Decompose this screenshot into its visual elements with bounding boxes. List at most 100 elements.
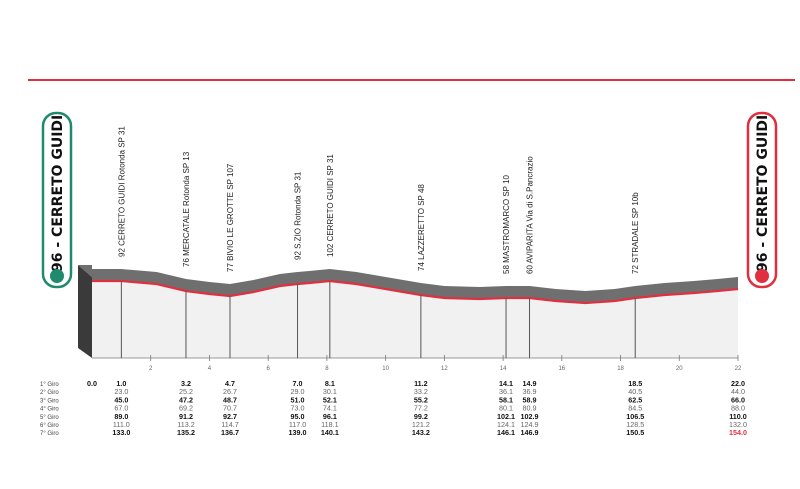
- km-scale: 2 4 6 8 10 12 14 16 18 20 22: [149, 355, 742, 372]
- lap-distance-cell: 102.1: [497, 412, 515, 421]
- lap-distance-cell: 124.1: [497, 420, 515, 429]
- lap-distance-cell: 36.9: [523, 387, 537, 396]
- km-tick-label: 2: [149, 366, 153, 372]
- lap-label: 4° Giro: [40, 407, 59, 413]
- lap-distance-cell: 102.9: [521, 412, 539, 421]
- lap-label: 3° Giro: [40, 398, 59, 404]
- profile-area: [92, 281, 738, 358]
- lap-distance-cell: 95.0: [291, 412, 305, 421]
- lap-distance-cell: 44.0: [731, 387, 745, 396]
- profile-start-wall: [78, 265, 92, 358]
- lap-distance-cell: 11.2: [414, 379, 428, 388]
- start-flag-icon: [50, 269, 64, 283]
- waypoint-label: 102 CERRETO GUIDI SP 31: [326, 154, 335, 257]
- lap-distance-cell: 80.1: [499, 404, 513, 413]
- lap-distance-cell: 3.2: [181, 379, 191, 388]
- waypoint-markers: 92 CERRETO GUIDI Rotonda SP 31 76 MERCATA…: [117, 126, 640, 358]
- waypoint-label: 60 AVIPARITA Via di S.Pancrazio: [526, 156, 535, 274]
- lap-distance-cell: 18.5: [628, 379, 642, 388]
- km-tick-label: 22: [735, 366, 742, 372]
- finish-badge-label: 96 - CERRETO GUIDI: [755, 115, 771, 272]
- lap-distance-cell: 29.0: [291, 387, 305, 396]
- lap-distance-cell: 84.5: [628, 404, 642, 413]
- route-line: [92, 279, 739, 305]
- waypoint-label: 72 STRADALE SP 10b: [631, 192, 640, 274]
- lap-distance-cell: 73.0: [291, 404, 305, 413]
- lap-distance-cell: 40.5: [628, 387, 642, 396]
- start-badge: 96 - CERRETO GUIDI: [41, 111, 73, 289]
- waypoint-label: 58 MASTROMARCO SP 10: [502, 174, 511, 274]
- lap-distance-cell: 55.2: [414, 395, 428, 404]
- profile-start-cap: [78, 265, 92, 277]
- lap-distance-cell: 52.1: [323, 395, 337, 404]
- lap-distance-cell: 22.0: [731, 379, 745, 388]
- lap-distance-cell: 80.9: [523, 404, 537, 413]
- lap-distance-cell: 143.2: [412, 428, 430, 437]
- lap-distance-cell: 96.1: [323, 412, 337, 421]
- finish-badge: 96 - CERRETO GUIDI: [746, 111, 778, 289]
- finish-badge-frame: [746, 111, 778, 289]
- lap-distance-cell: 74.1: [323, 404, 337, 413]
- lap-distance-cell: 92.7: [223, 412, 237, 421]
- lap-distance-cell: 0.0: [87, 379, 97, 388]
- lap-distance-cell: 136.7: [221, 428, 239, 437]
- km-tick-label: 12: [441, 366, 448, 372]
- km-tick-label: 8: [325, 366, 329, 372]
- lap-distance-cell: 140.1: [321, 428, 339, 437]
- lap-distance-cell: 62.5: [628, 395, 642, 404]
- lap-distance-cell: 58.1: [499, 395, 513, 404]
- lap-distance-cell: 47.2: [179, 395, 193, 404]
- lap-distance-cell: 128.5: [626, 420, 644, 429]
- lap-distance-cell: 118.1: [321, 420, 338, 429]
- lap-distance-cell: 113.2: [177, 420, 194, 429]
- lap-distance-cell: 25.2: [179, 387, 193, 396]
- waypoint-label: 92 S.ZIO Rotonda SP 31: [294, 171, 303, 260]
- km-tick-label: 4: [208, 366, 212, 372]
- lap-distance-cell: 33.2: [414, 387, 428, 396]
- lap-distance-cell: 139.0: [289, 428, 307, 437]
- lap-distance-cell: 48.7: [223, 395, 237, 404]
- lap-distance-cell: 89.0: [114, 412, 128, 421]
- lap-distance-cell: 117.0: [289, 420, 306, 429]
- waypoint-label: 76 MERCATALE Rotonda SP 13: [182, 151, 191, 267]
- lap-distance-cell: 66.0: [731, 395, 745, 404]
- profile-ridge: [92, 269, 738, 305]
- lap-distance-table: 1° Giro 2° Giro 3° Giro 4° Giro 5° Giro 6° Gi…: [40, 379, 747, 437]
- lap-distance-cell: 51.0: [291, 395, 305, 404]
- lap-distance-cell: 111.0: [113, 420, 130, 429]
- elevation-profile: [78, 265, 739, 359]
- lap-distance-cell: 26.7: [223, 387, 237, 396]
- waypoint-label: 92 CERRETO GUIDI Rotonda SP 31: [117, 126, 126, 257]
- km-tick-label: 10: [382, 366, 389, 372]
- lap-distance-cell: 88.0: [731, 404, 745, 413]
- km-tick-label: 14: [500, 366, 507, 372]
- lap-distance-cell: 36.1: [499, 387, 513, 396]
- lap-distance-cell: 30.1: [323, 387, 337, 396]
- lap-distance-cell: 45.0: [114, 395, 128, 404]
- km-tick-label: 20: [676, 366, 683, 372]
- lap-distance-cell: 106.5: [626, 412, 644, 421]
- lap-label: 2° Giro: [40, 390, 59, 396]
- lap-distance-cell: 67.0: [114, 404, 128, 413]
- waypoint-label: 77 BIVIO LE GROTTE SP 107: [226, 163, 235, 272]
- lap-distance-cell: 70.7: [223, 404, 237, 413]
- lap-distance-cell: 135.2: [177, 428, 195, 437]
- km-tick-label: 18: [617, 366, 624, 372]
- lap-distance-cell: 154.0: [729, 428, 747, 437]
- start-badge-label: 96 - CERRETO GUIDI: [50, 115, 66, 272]
- lap-distance-cell: 121.2: [412, 420, 430, 429]
- km-tick-label: 16: [558, 366, 565, 372]
- lap-distance-cell: 7.0: [293, 379, 303, 388]
- lap-distance-cell: 1.0: [116, 379, 126, 388]
- start-badge-frame: [41, 111, 73, 289]
- lap-distance-cell: 23.0: [114, 387, 128, 396]
- lap-distance-cell: 132.0: [729, 420, 747, 429]
- lap-label: 6° Giro: [40, 423, 59, 429]
- lap-distance-cell: 14.9: [523, 379, 537, 388]
- lap-label: 7° Giro: [40, 431, 59, 437]
- lap-distance-cell: 58.9: [523, 395, 537, 404]
- lap-label: 5° Giro: [40, 415, 59, 421]
- lap-distance-cell: 146.1: [497, 428, 515, 437]
- lap-distance-cell: 77.2: [414, 404, 428, 413]
